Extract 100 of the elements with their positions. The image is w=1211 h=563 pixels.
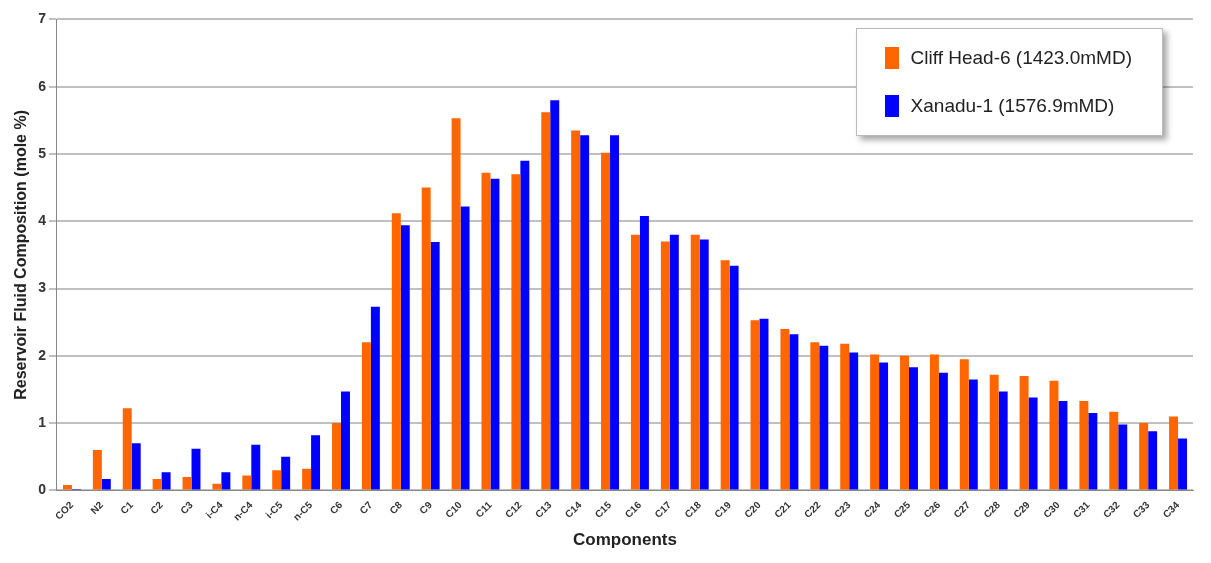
x-tick-label: C7: [357, 498, 375, 517]
bar: [601, 152, 611, 490]
x-tick-label: N2: [88, 498, 106, 517]
bar: [639, 215, 649, 490]
bar: [361, 342, 371, 490]
y-tick-label: 2: [38, 346, 47, 363]
y-tick-label: 3: [38, 279, 47, 296]
bar: [391, 213, 401, 490]
bar: [152, 478, 162, 490]
bar: [1088, 413, 1098, 490]
bar: [122, 408, 132, 490]
x-tick-label: C16: [622, 498, 644, 520]
bar: [490, 178, 500, 490]
bar: [421, 187, 431, 490]
bar: [400, 225, 410, 490]
x-tick-label: C32: [1100, 498, 1122, 520]
bar: [541, 112, 551, 490]
bar: [750, 320, 760, 490]
bar: [720, 260, 730, 490]
bar: [729, 265, 739, 490]
bar: [1139, 423, 1149, 490]
bar: [780, 328, 790, 490]
bar: [810, 342, 820, 490]
bar: [1058, 400, 1068, 490]
bar: [660, 241, 670, 490]
bar: [302, 468, 312, 490]
x-tick-label: C30: [1041, 498, 1063, 520]
bar: [849, 352, 859, 490]
bar: [1079, 400, 1089, 490]
bar: [571, 130, 581, 490]
bar: [131, 443, 141, 490]
bar: [968, 379, 978, 490]
x-tick-label: C11: [473, 498, 495, 520]
x-tick-label: C14: [562, 498, 584, 520]
bar: [870, 354, 880, 490]
x-tick-label: C6: [327, 498, 345, 517]
x-tick-label: C3: [178, 498, 196, 517]
x-tick-label: C8: [387, 498, 405, 517]
x-tick-label: C1: [118, 498, 136, 517]
bar: [550, 100, 560, 490]
bar: [251, 444, 261, 490]
x-tick-label: C10: [443, 498, 465, 520]
x-tick-label: C26: [921, 498, 943, 520]
bar: [840, 343, 850, 490]
bar: [370, 306, 380, 490]
bar: [1148, 431, 1158, 490]
bar: [998, 391, 1008, 490]
bar: [460, 206, 470, 490]
bar: [242, 475, 252, 490]
bar: [332, 423, 341, 490]
bar: [1109, 411, 1119, 490]
bar: [221, 472, 231, 490]
x-axis-title: Components: [573, 530, 677, 550]
x-tick-label: C2: [148, 498, 166, 517]
bar: [511, 174, 521, 490]
x-tick-label: C24: [861, 498, 883, 520]
bar: [520, 160, 530, 490]
bar: [272, 470, 282, 490]
bar: [481, 172, 491, 490]
bar: [340, 391, 350, 490]
bar: [989, 374, 999, 490]
bar: [451, 118, 461, 490]
bar: [929, 354, 939, 490]
bar: [879, 362, 889, 490]
y-axis-title: Reservoir Fluid Composition (mole %): [12, 109, 30, 400]
y-tick-label: 7: [38, 10, 47, 27]
bar: [938, 372, 948, 490]
x-tick-label: C21: [772, 498, 794, 520]
bar: [1028, 397, 1038, 490]
x-tick-label: C31: [1070, 498, 1093, 520]
bar: [630, 234, 640, 490]
x-tick-label: C23: [831, 498, 853, 520]
x-tick-label: C25: [891, 498, 913, 520]
x-tick-label: C29: [1011, 498, 1033, 520]
bar: [1169, 416, 1179, 490]
x-tick-label: C15: [592, 498, 614, 520]
bar: [161, 472, 171, 490]
x-tick-label: C27: [951, 498, 973, 520]
x-tick-label: C12: [502, 498, 525, 520]
bar: [690, 234, 700, 490]
bar: [819, 345, 829, 490]
x-tick-label: C20: [742, 498, 764, 520]
bar: [1118, 424, 1128, 490]
y-tick-label: 1: [38, 413, 47, 430]
x-tick-label: C22: [801, 498, 823, 520]
bar: [789, 334, 799, 490]
x-tick-label: C17: [652, 498, 674, 520]
bar: [311, 435, 321, 490]
legend-label: Xanadu-1 (1576.9mMD): [910, 95, 1115, 117]
bar: [430, 242, 440, 490]
x-tick-label: C33: [1130, 498, 1152, 520]
y-tick-label: 6: [38, 77, 47, 94]
bar: [1019, 376, 1029, 490]
bar: [101, 478, 111, 490]
bar: [699, 239, 709, 490]
y-tick-label: 0: [38, 481, 47, 498]
bar: [669, 234, 679, 490]
x-tick-label: C28: [981, 498, 1003, 520]
bar: [580, 135, 590, 490]
legend-label: Cliff Head-6 (1423.0mMD): [910, 47, 1132, 69]
